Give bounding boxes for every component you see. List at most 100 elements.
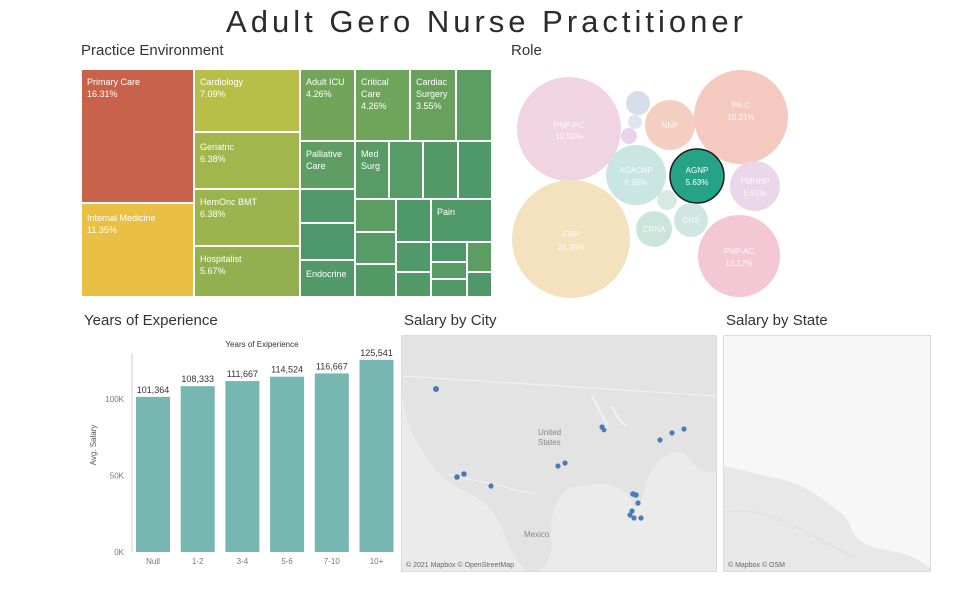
city-dot[interactable] [562, 460, 568, 466]
city-dot[interactable] [657, 437, 663, 443]
y-tick-label: 50K [110, 471, 125, 480]
treemap-cell-cardiology[interactable]: Cardiology 7.09% [194, 69, 300, 132]
treemap-cell-endocrine[interactable]: Endocrine [300, 260, 355, 297]
practice-environment-title: Practice Environment [81, 42, 224, 59]
salary-by-state-title: Salary by State [726, 312, 828, 329]
border-line [446, 473, 537, 495]
treemap-cell[interactable] [467, 272, 492, 297]
map-label-united-states: United States [538, 428, 562, 447]
treemap-cell[interactable] [467, 242, 492, 272]
treemap-cell[interactable] [431, 279, 467, 297]
bubble-cns[interactable] [674, 203, 708, 237]
bar-1-2[interactable] [180, 386, 215, 552]
bar-3-4[interactable] [225, 381, 260, 552]
treemap-cell[interactable] [355, 199, 396, 232]
city-dot[interactable] [633, 492, 639, 498]
bubble-small[interactable] [628, 115, 642, 129]
bar-value-label: 108,333 [181, 374, 214, 384]
salary-by-state-map[interactable]: © Mapbox © OSM [723, 335, 931, 572]
treemap-cell[interactable] [431, 262, 467, 279]
city-dot[interactable] [601, 427, 607, 433]
bubble-value: 24.35% [557, 243, 584, 252]
bubble-pmhnp[interactable] [730, 161, 780, 211]
treemap-cell[interactable] [396, 199, 431, 242]
map-attribution: © 2021 Mapbox © OpenStreetMap [406, 562, 514, 569]
treemap-cell-med-surg[interactable]: Med Surg [355, 141, 389, 199]
treemap-cell[interactable] [458, 141, 492, 199]
bubble-pnp-ac[interactable] [698, 215, 780, 297]
cell-name: Primary Care [87, 77, 141, 87]
treemap-cell[interactable] [355, 232, 396, 264]
city-dot[interactable] [681, 426, 687, 432]
treemap-cell-primary-care[interactable]: Primary Care 16.31% [81, 69, 194, 203]
cell-value: 4.26% [306, 89, 332, 99]
treemap-cell-critical-care[interactable]: Critical Care 4.26% [355, 69, 410, 141]
x-tick-label: 10+ [370, 557, 384, 566]
cell-name: HemOnc BMT [200, 197, 258, 207]
bubble-label: PMHNP [741, 177, 770, 186]
bar-10+[interactable] [359, 359, 394, 552]
bubble-nnp[interactable] [645, 100, 695, 150]
role-bubble-chart: PNP-PC 10.52% PA-C 10.21% FNP 24.35% AGN… [512, 70, 788, 298]
treemap-cell[interactable] [423, 141, 458, 199]
land-mass [402, 336, 716, 571]
city-dot[interactable] [433, 386, 439, 392]
bubble-value: 10.21% [727, 113, 754, 122]
bar-5-6[interactable] [270, 376, 305, 552]
bubble-small[interactable] [657, 190, 677, 210]
bubble-label: PNP-PC [554, 121, 584, 130]
treemap-cell-geriatric[interactable]: Geriatric 6.38% [194, 132, 300, 189]
city-dot[interactable] [488, 483, 494, 489]
bubble-fnp[interactable] [512, 180, 630, 298]
bubble-pnp-pc[interactable] [517, 77, 621, 181]
y-tick-label: 0K [114, 548, 124, 557]
city-dot[interactable] [635, 500, 641, 506]
treemap-cell-adult-icu[interactable]: Adult ICU 4.26% [300, 69, 355, 141]
bubble-small[interactable] [626, 91, 650, 115]
city-dot[interactable] [629, 508, 635, 514]
city-dot[interactable] [669, 430, 675, 436]
bar-value-label: 101,364 [137, 385, 170, 395]
bubble-label: CNS [683, 216, 700, 225]
treemap-cell[interactable] [456, 69, 492, 141]
x-tick-label: Null [146, 557, 160, 566]
bubble-agacnp[interactable] [606, 145, 666, 205]
treemap-cell[interactable] [389, 141, 423, 199]
state-map-svg [724, 466, 930, 571]
treemap-cell[interactable] [300, 223, 355, 260]
cell-name: Med Surg [361, 149, 381, 171]
city-dot[interactable] [627, 512, 633, 518]
city-dot[interactable] [454, 474, 460, 480]
city-dot[interactable] [631, 515, 637, 521]
bar-Null[interactable] [136, 396, 170, 552]
salary-by-city-map[interactable]: United States Mexico © 2021 Mapbox © Ope… [401, 335, 717, 572]
bubble-label: AGNP [686, 166, 709, 175]
city-dot[interactable] [638, 515, 644, 521]
treemap-cell-cardiac-surgery[interactable]: Cardiac Surgery 3.55% [410, 69, 456, 141]
city-dot[interactable] [461, 471, 467, 477]
bubble-agnp[interactable] [669, 148, 725, 204]
treemap-cell-internal-medicine[interactable]: Internal Medicine 11.35% [81, 203, 194, 297]
treemap-cell-palliative-care[interactable]: Palliative Care [300, 141, 355, 189]
treemap-cell[interactable] [396, 272, 431, 297]
treemap-cell-hemonc-bmt[interactable]: HemOnc BMT 6.38% [194, 189, 300, 246]
lakes [591, 395, 627, 427]
bubble-crna[interactable] [636, 211, 672, 247]
cell-name: Critical Care [361, 77, 389, 99]
treemap-cell-hospitalist[interactable]: Hospitalist 5.67% [194, 246, 300, 297]
city-dot[interactable] [555, 463, 561, 469]
treemap-cell-pain[interactable]: Pain [431, 199, 492, 242]
treemap-cell[interactable] [300, 189, 355, 223]
bubble-value: 6.35% [625, 178, 648, 187]
cell-name: Adult ICU [306, 77, 345, 87]
treemap-cell[interactable] [355, 264, 396, 297]
coastline [724, 510, 855, 559]
treemap-cell[interactable] [431, 242, 467, 262]
x-tick-label: 1-2 [192, 557, 204, 566]
bar-7-10[interactable] [314, 373, 349, 552]
bar-value-label: 111,667 [227, 369, 258, 379]
bubble-pa-c[interactable] [694, 70, 788, 164]
cell-value: 6.38% [200, 209, 226, 219]
bubble-small[interactable] [621, 128, 637, 144]
treemap-cell[interactable] [396, 242, 431, 272]
